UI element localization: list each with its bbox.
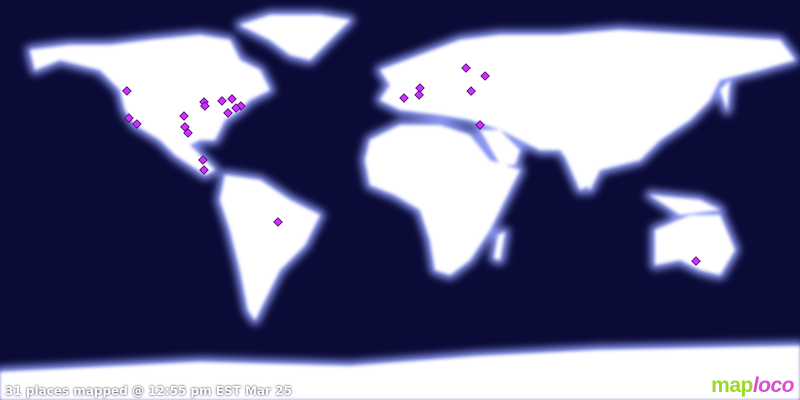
markers-layer [122, 63, 701, 266]
place-marker[interactable] [273, 217, 283, 227]
land-australia [655, 215, 735, 275]
place-marker[interactable] [132, 119, 142, 129]
place-marker[interactable] [180, 122, 190, 132]
land-africa [365, 125, 520, 275]
place-marker[interactable] [223, 108, 233, 118]
land-south-america [220, 175, 320, 320]
land-japan [720, 80, 730, 110]
place-marker[interactable] [199, 165, 209, 175]
place-marker[interactable] [217, 96, 227, 106]
land-eurasia [380, 30, 795, 190]
place-marker[interactable] [691, 256, 701, 266]
place-marker[interactable] [231, 103, 241, 113]
place-marker[interactable] [227, 94, 237, 104]
landmass [0, 15, 800, 400]
land-britain [395, 65, 405, 85]
place-marker[interactable] [475, 120, 485, 130]
land-madagascar [494, 232, 505, 260]
land-indonesia [650, 195, 720, 215]
place-marker[interactable] [399, 93, 409, 103]
place-marker[interactable] [122, 86, 132, 96]
land-north-america [30, 35, 270, 175]
place-marker[interactable] [198, 155, 208, 165]
place-marker[interactable] [124, 113, 134, 123]
maploco-logo[interactable]: maploco [711, 374, 794, 397]
place-marker[interactable] [480, 71, 490, 81]
place-marker[interactable] [183, 128, 193, 138]
place-marker[interactable] [415, 83, 425, 93]
place-marker[interactable] [200, 101, 210, 111]
places-mapped-status: 31 places mapped @ 12:55 pm EST Mar 25 [5, 384, 292, 398]
place-marker[interactable] [179, 111, 189, 121]
land-greenland [240, 15, 350, 60]
place-marker[interactable] [461, 63, 471, 73]
place-marker[interactable] [466, 86, 476, 96]
place-marker[interactable] [414, 90, 424, 100]
land-india [560, 145, 600, 190]
land-arabia [480, 130, 520, 165]
land-antarctica [0, 346, 800, 400]
